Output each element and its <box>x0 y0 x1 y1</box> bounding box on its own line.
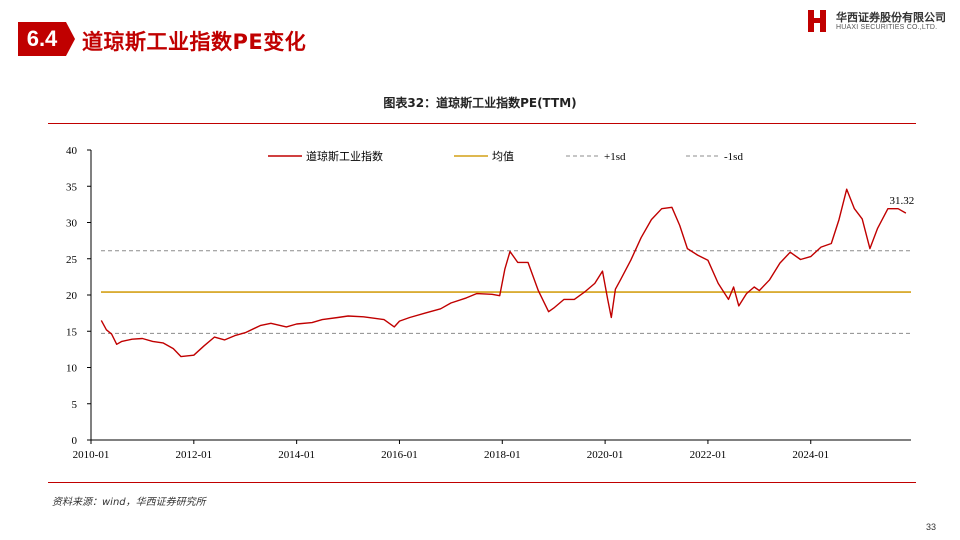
last-value-label: 31.32 <box>889 195 914 207</box>
x-tick-label: 2024-01 <box>792 449 829 461</box>
y-tick-label: 0 <box>72 435 78 447</box>
y-tick-label: 10 <box>66 363 78 375</box>
chart-plot-area: 31.32 <box>100 188 914 358</box>
page-title: 道琼斯工业指数PE变化 <box>82 30 307 54</box>
x-tick-label: 2014-01 <box>278 449 315 461</box>
x-tick-label: 2010-01 <box>73 449 110 461</box>
legend-mean-label: 均值 <box>492 150 514 163</box>
legend-pe-label: 道琼斯工业指数 <box>306 149 383 163</box>
y-tick-label: 40 <box>66 145 78 157</box>
x-tick-label: 2016-01 <box>381 449 418 461</box>
section-number-badge: 6.4 <box>18 22 75 56</box>
y-tick-label: 20 <box>66 290 78 302</box>
logo-company-name-cn: 华西证券股份有限公司 <box>836 11 946 24</box>
legend-plus-1sd-label: +1sd <box>604 151 626 163</box>
legend-minus-1sd-label: -1sd <box>724 151 743 163</box>
x-tick-label: 2020-01 <box>587 449 624 461</box>
company-logo: 华西证券股份有限公司 HUAXI SECURITIES CO.,LTD. <box>806 6 956 36</box>
y-tick-label: 25 <box>66 254 78 266</box>
logo-company-name-en: HUAXI SECURITIES CO.,LTD. <box>836 24 938 31</box>
y-tick-label: 5 <box>72 399 78 411</box>
figure-top-rule <box>48 123 916 124</box>
x-tick-label: 2012-01 <box>175 449 212 461</box>
x-tick-label: 2018-01 <box>484 449 521 461</box>
figure-bottom-rule <box>48 482 916 483</box>
page-number: 33 <box>925 522 936 532</box>
pe-series-line <box>100 188 907 358</box>
y-tick-label: 30 <box>66 218 78 230</box>
source-note: 资料来源：wind，华西证券研究所 <box>52 497 206 508</box>
figure-title: 图表32：道琼斯工业指数PE(TTM) <box>383 96 577 110</box>
huaxi-logo-icon <box>808 10 826 32</box>
y-tick-label: 15 <box>66 326 78 338</box>
chart-axes: 0 5 10 15 20 25 30 35 40 2010-01 2012-01 2014-01 201… <box>66 145 911 461</box>
chart-legend: 道琼斯工业指数 均值 +1sd -1sd <box>268 149 743 163</box>
y-tick-label: 35 <box>66 181 78 193</box>
x-tick-label: 2022-01 <box>690 449 727 461</box>
